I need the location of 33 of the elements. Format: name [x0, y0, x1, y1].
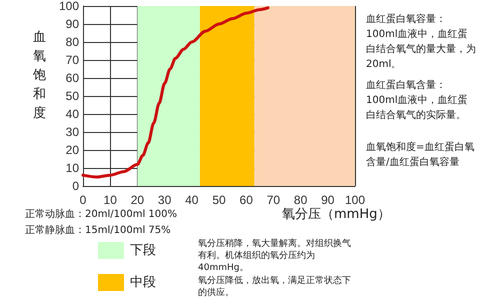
x-tick-label: 50	[212, 193, 226, 207]
x-tick-label: 10	[104, 193, 118, 207]
y-tick-label: 70	[66, 53, 80, 67]
x-tick-label: 40	[185, 193, 199, 207]
x-tick-label: 60	[240, 193, 254, 207]
legend-label: 下段	[130, 243, 156, 259]
legend-label: 中段	[130, 275, 156, 291]
x-tick-label: 100	[344, 193, 366, 207]
text: 氧分压降低，放出氧，满足正常状态下的供应。	[198, 275, 352, 299]
y-tick-label: 10	[66, 161, 80, 175]
x-tick-label: 80	[294, 193, 308, 207]
y-tick-label: 100	[58, 0, 80, 13]
y-axis-title: 血氧饱和度	[33, 29, 47, 123]
line-series	[82, 6, 270, 178]
x-axis-title: 氧分压（mmHg）	[282, 207, 390, 223]
text: 正常静脉血：15ml/100ml 75%	[25, 224, 172, 238]
x-tick-label: 20	[130, 193, 144, 207]
y-tick-label: 50	[66, 89, 80, 103]
text: 血氧饱和度=血红蛋白氧含量/血红蛋白氧容量	[366, 140, 476, 170]
text: 氧分压稍降，氧大量解离。对组织换气有利。机体组织的氧分压约为40mmHg。	[198, 238, 352, 274]
y-tick-label: 60	[66, 71, 80, 85]
y-tick-label: 30	[66, 125, 80, 139]
text: 正常动脉血：20ml/100ml 100%	[25, 208, 178, 222]
y-tick-label: 20	[66, 143, 80, 157]
x-tick-label: 30	[158, 193, 172, 207]
text: 血红蛋白氧容量：100ml血液中，血红蛋白结合氧气的量大量，为20ml。	[366, 12, 476, 72]
y-tick-label: 40	[66, 107, 80, 121]
x-tick-label: 90	[321, 193, 335, 207]
y-tick-label: 80	[66, 35, 80, 49]
x-tick-label: 70	[266, 193, 280, 207]
y-tick-label: 90	[66, 17, 80, 31]
text: 血红蛋白氧含量：100ml血液中，血红蛋白结合氧气的实际量。	[366, 78, 469, 123]
y-tick-label: 0	[72, 179, 80, 193]
